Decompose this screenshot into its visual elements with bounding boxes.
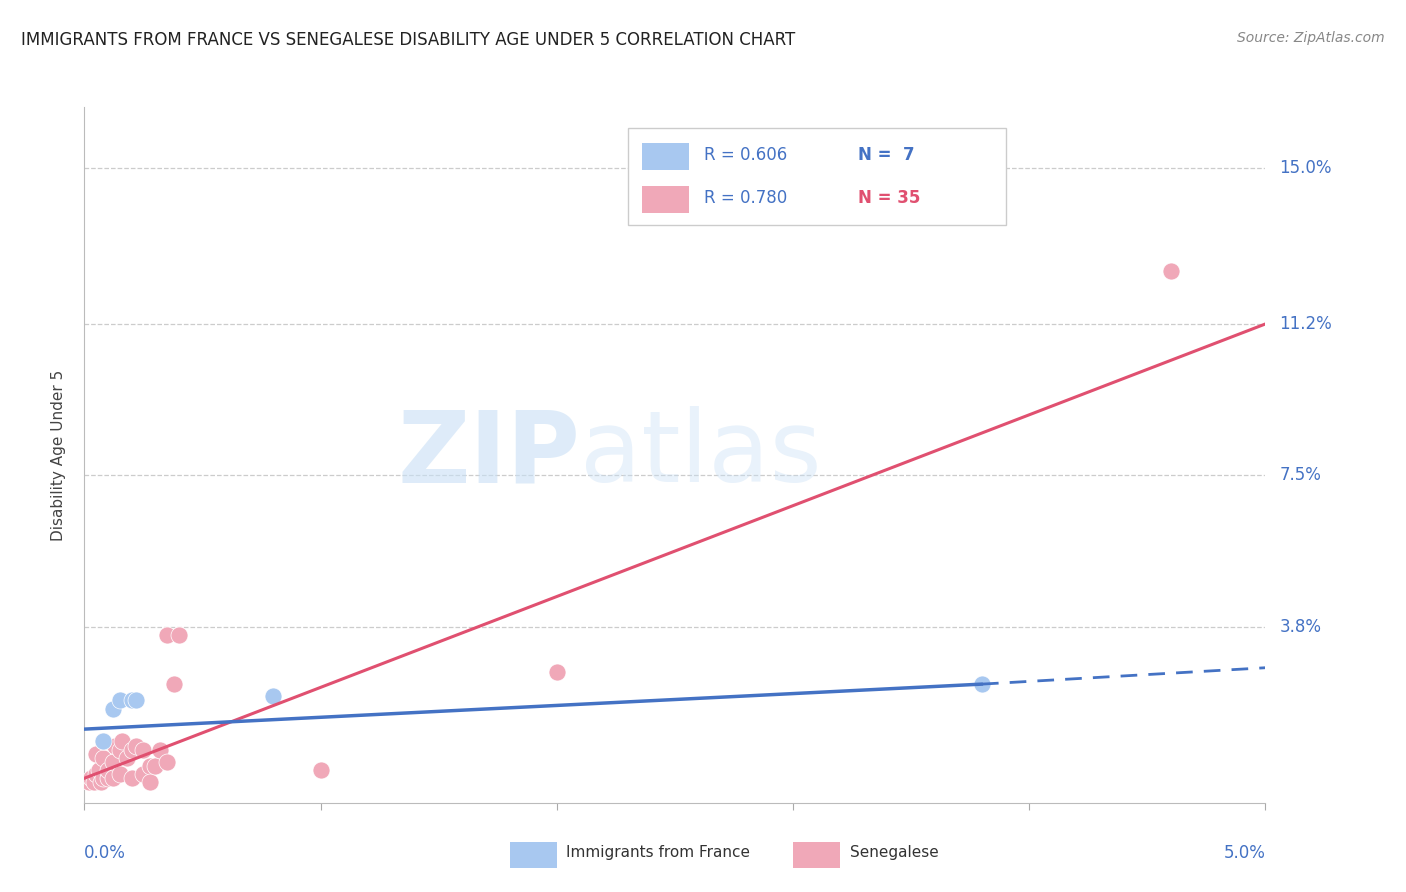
Text: R = 0.780: R = 0.780	[704, 189, 787, 207]
FancyBboxPatch shape	[509, 842, 557, 868]
Text: N = 35: N = 35	[858, 189, 921, 207]
Point	[87, 763, 110, 777]
Point	[90, 775, 112, 789]
Point	[84, 747, 107, 761]
Text: IMMIGRANTS FROM FRANCE VS SENEGALESE DISABILITY AGE UNDER 5 CORRELATION CHART: IMMIGRANTS FROM FRANCE VS SENEGALESE DIS…	[21, 31, 796, 49]
Point	[80, 771, 103, 785]
Text: Senegalese: Senegalese	[849, 846, 938, 861]
Point	[970, 677, 993, 691]
Point	[1160, 264, 1182, 278]
Point	[115, 751, 138, 765]
Point	[108, 767, 131, 781]
Point	[121, 742, 143, 756]
FancyBboxPatch shape	[641, 143, 689, 170]
FancyBboxPatch shape	[641, 186, 689, 213]
Point	[101, 771, 124, 785]
Point	[546, 665, 568, 679]
Point	[91, 734, 114, 748]
Text: R = 0.606: R = 0.606	[704, 146, 787, 164]
Text: 5.0%: 5.0%	[1223, 844, 1265, 862]
Point	[163, 677, 186, 691]
Text: ZIP: ZIP	[398, 407, 581, 503]
Point	[91, 734, 114, 748]
Point	[143, 759, 166, 773]
Text: 7.5%: 7.5%	[1279, 467, 1322, 484]
Point	[111, 734, 134, 748]
Point	[97, 771, 120, 785]
Point	[101, 701, 124, 715]
Y-axis label: Disability Age Under 5: Disability Age Under 5	[51, 369, 66, 541]
Point	[132, 767, 155, 781]
Text: N =  7: N = 7	[858, 146, 914, 164]
Point	[149, 742, 172, 756]
Point	[125, 739, 148, 753]
FancyBboxPatch shape	[793, 842, 841, 868]
Point	[104, 739, 127, 753]
Point	[125, 693, 148, 707]
FancyBboxPatch shape	[627, 128, 1005, 226]
Point	[121, 693, 143, 707]
Text: 3.8%: 3.8%	[1279, 618, 1322, 636]
Text: 0.0%: 0.0%	[84, 844, 127, 862]
Text: 15.0%: 15.0%	[1279, 160, 1331, 178]
Point	[91, 771, 114, 785]
Point	[121, 771, 143, 785]
Point	[156, 755, 179, 769]
Point	[91, 751, 114, 765]
Text: 11.2%: 11.2%	[1279, 315, 1331, 333]
Point	[132, 742, 155, 756]
Text: Source: ZipAtlas.com: Source: ZipAtlas.com	[1237, 31, 1385, 45]
Text: atlas: atlas	[581, 407, 823, 503]
Point	[139, 775, 162, 789]
Point	[84, 767, 107, 781]
Point	[139, 759, 162, 773]
Point	[167, 628, 190, 642]
Point	[262, 690, 284, 704]
Point	[156, 628, 179, 642]
Point	[108, 693, 131, 707]
Point	[108, 742, 131, 756]
Point	[101, 755, 124, 769]
Text: Immigrants from France: Immigrants from France	[567, 846, 751, 861]
Point	[83, 775, 105, 789]
Point	[309, 763, 332, 777]
Point	[97, 763, 120, 777]
Point	[77, 775, 100, 789]
